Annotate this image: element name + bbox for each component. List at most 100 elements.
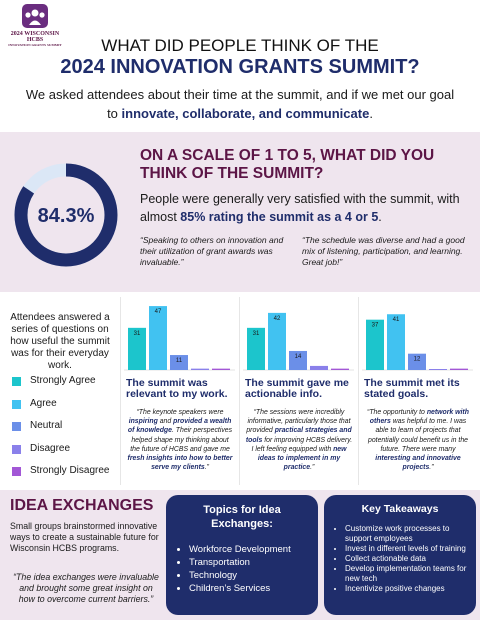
bar-label: 41: [393, 317, 400, 323]
text-segment: and: [157, 418, 174, 426]
bar-label: 47: [155, 309, 162, 315]
chart-quote: “The opportunity to network with others …: [364, 408, 472, 472]
topics-box: Topics for Idea Exchanges: Workforce Dev…: [166, 495, 318, 615]
chart-title: The summit met its stated goals.: [364, 377, 460, 400]
usefulness-intro: Attendees answered a series of questions…: [10, 312, 110, 371]
text-segment: interesting and innovative projects: [375, 455, 461, 472]
bar-chart: 31 47 11: [124, 306, 235, 371]
takeaway-item: Customize work processes to support empl…: [345, 524, 468, 544]
idea-quote: “The idea exchanges were invaluable and …: [13, 572, 159, 604]
chart-quote: “The sessions were incredibly informativ…: [245, 408, 353, 472]
topics-list: Workforce DevelopmentTransportationTechn…: [176, 543, 308, 595]
text-segment: “The opportunity to: [367, 409, 427, 416]
text-segment: “The keynote speakers were: [136, 409, 224, 416]
bar-label: 11: [176, 358, 183, 364]
bar: [289, 350, 307, 370]
legend-swatch: [12, 399, 21, 409]
bar: [429, 369, 447, 370]
text-segment: inspiring: [128, 418, 158, 426]
takeaway-item: Incentivize positive changes: [345, 584, 468, 594]
topic-item: Technology: [189, 569, 308, 582]
topics-title: Topics for Idea Exchanges:: [203, 504, 281, 530]
bar: [408, 353, 426, 370]
logo-text: 2024 WISCONSIN HCBS INNOVATION GRANTS SU…: [2, 31, 68, 47]
legend-label: Disagree: [30, 442, 71, 454]
takeaway-item: Collect actionable data: [345, 554, 468, 564]
text-segment: We asked attendees about their time at t…: [25, 87, 455, 121]
bar: [331, 368, 349, 370]
intro: We asked attendees about their time at t…: [20, 85, 460, 123]
legend-swatch: [12, 377, 21, 386]
chart-quote: “The keynote speakers were inspiring and…: [126, 408, 234, 472]
bar: [212, 368, 230, 370]
legend-label: Neutral: [30, 420, 63, 431]
chart-title: The summit was relevant to my work.: [126, 377, 228, 400]
text-segment: provided a wealth of knowledge: [127, 418, 232, 435]
logo-line: INNOVATION GRANTS SUMMIT: [8, 43, 62, 47]
bar-label: 42: [274, 316, 281, 322]
takeaways-title: Key Takeaways: [361, 503, 439, 515]
donut-chart: 84.3%: [14, 163, 118, 267]
bar: [387, 314, 405, 370]
donut-label: 84.3%: [38, 205, 95, 227]
text-segment: innovate, collaborate, and communicate: [121, 106, 370, 121]
text-segment: .”: [310, 464, 315, 472]
bar-chart: 37 41 12: [362, 314, 473, 371]
text-segment: .: [378, 210, 382, 224]
topic-item: Workforce Development: [189, 543, 308, 556]
text-segment: .”: [204, 464, 209, 472]
bar: [170, 355, 188, 370]
bar: [149, 306, 167, 370]
satisfaction-panel: [0, 132, 480, 292]
title-line: WHAT DID PEOPLE THINK OF THE: [101, 36, 379, 55]
text-segment: network with others: [369, 409, 469, 426]
idea-description: Small groups brainstormed innovative way…: [10, 521, 159, 553]
bar: [366, 319, 384, 370]
column-divider: [358, 297, 359, 485]
bar: [191, 368, 209, 370]
quote: “The schedule was diverse and had a good…: [302, 235, 465, 267]
legend-swatch: [12, 467, 21, 476]
bar-label: 31: [253, 331, 260, 337]
column-divider: [239, 297, 240, 485]
legend-label: Agree: [30, 397, 57, 409]
question: ON A SCALE OF 1 TO 5, WHAT DID YOU THINK…: [140, 147, 435, 182]
logo-icon: [22, 4, 48, 28]
text-segment: “The sessions were incredibly informativ…: [246, 409, 351, 435]
takeaway-item: Invest in different levels of training: [345, 544, 468, 554]
bar: [310, 365, 328, 370]
donut-arc: [14, 163, 118, 267]
text-segment: .”: [429, 464, 434, 472]
bar-label: 37: [372, 323, 379, 329]
quote: “Speaking to others on innovation and th…: [140, 235, 284, 267]
text-segment: fresh insights into how to better serve …: [127, 455, 233, 472]
chart-title: The summit gave me actionable info.: [245, 377, 349, 400]
idea-title: IDEA EXCHANGES: [10, 497, 154, 514]
legend-swatch: [12, 422, 21, 431]
bar: [268, 312, 286, 370]
text-segment: new ideas to implement in my practice: [257, 445, 347, 472]
text-segment: practical strategies and tools: [245, 427, 352, 444]
logo-line: 2024 WISCONSIN HCBS: [10, 31, 60, 43]
text-segment: was helpful to me. I was able to learn o…: [368, 418, 468, 453]
takeaways-list: Customize work processes to support empl…: [332, 524, 468, 594]
legend-label: Strongly Agree: [30, 375, 96, 386]
bar: [247, 327, 265, 370]
text-segment: . Their perspectives helped shape my thi…: [130, 427, 233, 453]
takeaways-box: Key Takeaways Customize work processes t…: [324, 495, 476, 615]
legend-swatch: [12, 444, 21, 454]
bar-label: 31: [134, 331, 141, 337]
takeaway-item: Develop implementation teams for new tec…: [345, 564, 468, 584]
title-line: 2024 INNOVATION GRANTS SUMMIT?: [60, 56, 420, 78]
bar-label: 12: [414, 357, 421, 363]
text-segment: People were generally very satisfied wit…: [140, 192, 460, 224]
topic-item: Children’s Services: [189, 582, 308, 595]
text-segment: for improving HCBS delivery. I left feel…: [251, 436, 353, 453]
text-segment: 85% rating the summit as a 4 or 5: [180, 210, 379, 224]
summary: People were generally very satisfied wit…: [140, 190, 470, 226]
bar-label: 14: [295, 354, 302, 360]
text-segment: .: [369, 106, 373, 121]
legend-label: Strongly Disagree: [30, 465, 110, 476]
column-divider: [120, 297, 121, 485]
